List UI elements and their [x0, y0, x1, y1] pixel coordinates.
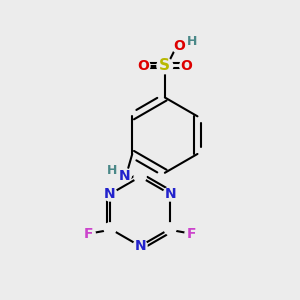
- Circle shape: [117, 169, 131, 183]
- Circle shape: [180, 59, 194, 73]
- Circle shape: [104, 223, 116, 235]
- Circle shape: [136, 59, 150, 73]
- Circle shape: [172, 39, 186, 53]
- Text: O: O: [173, 39, 185, 53]
- Circle shape: [134, 171, 146, 183]
- Text: N: N: [118, 169, 130, 183]
- Circle shape: [133, 239, 147, 253]
- Circle shape: [185, 227, 199, 241]
- Circle shape: [81, 227, 95, 241]
- Text: F: F: [187, 227, 197, 241]
- Circle shape: [103, 187, 117, 201]
- Text: N: N: [134, 239, 146, 253]
- Text: F: F: [83, 227, 93, 241]
- Text: S: S: [159, 58, 170, 73]
- Text: H: H: [107, 164, 118, 177]
- Text: H: H: [186, 34, 197, 47]
- Text: O: O: [181, 59, 193, 73]
- Circle shape: [157, 58, 173, 74]
- Circle shape: [163, 187, 177, 201]
- Circle shape: [164, 223, 176, 235]
- Text: N: N: [164, 187, 176, 201]
- Text: N: N: [104, 187, 116, 201]
- Text: O: O: [137, 59, 149, 73]
